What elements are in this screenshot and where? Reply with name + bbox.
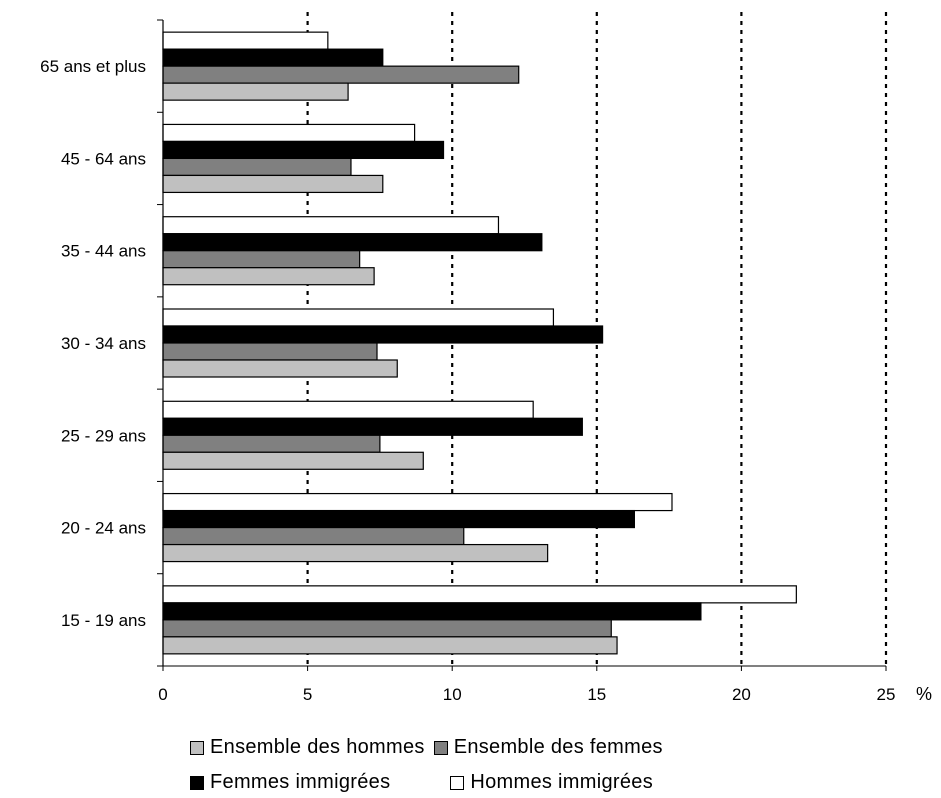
unit-label: % bbox=[916, 684, 932, 704]
legend: Ensemble des hommes Ensemble des femmes … bbox=[0, 728, 941, 798]
legend-item-ensemble-hommes: Ensemble des hommes bbox=[190, 736, 425, 759]
x-tick-label-20: 20 bbox=[732, 685, 751, 704]
category-label-45-64-ans: 45 - 64 ans bbox=[61, 149, 146, 168]
bar-femmes-immigrees-15-19-ans bbox=[162, 602, 702, 621]
legend-label-hommes-immigrees: Hommes immigrées bbox=[470, 771, 653, 793]
bars bbox=[162, 31, 797, 655]
bar-femmes-immigrees-20-24-ans bbox=[162, 509, 635, 529]
legend-label-femmes-immigrees: Femmes immigrées bbox=[210, 771, 391, 793]
legend-swatch-ensemble-hommes bbox=[190, 740, 204, 755]
bar-ensemble-des-hommes-25-29-ans bbox=[162, 451, 424, 470]
bar-hommes-immigrees-15-19-ans bbox=[162, 585, 797, 604]
bar-ensemble-des-hommes-30-34-ans bbox=[162, 359, 398, 378]
bar-ensemble-des-femmes-30-34-ans bbox=[162, 342, 378, 361]
x-tick-label-10: 10 bbox=[443, 685, 462, 704]
bar-ensemble-des-femmes-20-24-ans bbox=[162, 526, 465, 546]
bar-ensemble-des-hommes-20-24-ans bbox=[162, 543, 549, 563]
bar-ensemble-des-hommes-45-64-ans bbox=[162, 174, 384, 194]
bar-femmes-immigrees-25-29-ans bbox=[162, 417, 583, 436]
bar-femmes-immigrees-45-64-ans bbox=[162, 140, 445, 160]
category-label-65-ans-et-plus: 65 ans et plus bbox=[40, 57, 146, 76]
bar-femmes-immigrees-35-44-ans bbox=[162, 233, 543, 252]
x-tick-labels: 0 5 10 15 20 25 bbox=[158, 685, 895, 704]
legend-row-1: Ensemble des hommes Ensemble des femmes bbox=[190, 736, 672, 759]
bar-ensemble-des-hommes-15-19-ans bbox=[162, 636, 618, 655]
bar-ensemble-des-hommes-65-ans-et-plus bbox=[162, 82, 349, 101]
bar-ensemble-des-femmes-15-19-ans bbox=[162, 619, 612, 638]
legend-label-ensemble-femmes: Ensemble des femmes bbox=[453, 736, 663, 758]
bar-hommes-immigrees-35-44-ans bbox=[162, 216, 500, 235]
bar-ensemble-des-femmes-35-44-ans bbox=[162, 250, 361, 269]
bar-chart: 65 ans et plus 45 - 64 ans 35 - 44 ans 30 -… bbox=[40, 12, 932, 704]
legend-item-femmes-immigrees: Femmes immigrées bbox=[190, 771, 390, 794]
bar-ensemble-des-femmes-45-64-ans bbox=[162, 157, 352, 177]
category-label-30-34-ans: 30 - 34 ans bbox=[61, 334, 146, 353]
category-label-20-24-ans: 20 - 24 ans bbox=[61, 519, 146, 538]
x-tick-label-25: 25 bbox=[877, 685, 896, 704]
category-label-35-44-ans: 35 - 44 ans bbox=[61, 242, 146, 261]
legend-row-2: Femmes immigrées Hommes immigrées bbox=[190, 771, 662, 794]
legend-item-hommes-immigrees: Hommes immigrées bbox=[450, 771, 653, 794]
bar-hommes-immigrees-45-64-ans bbox=[162, 123, 416, 143]
axes bbox=[157, 19, 887, 671]
category-label-25-29-ans: 25 - 29 ans bbox=[61, 426, 146, 445]
legend-swatch-femmes-immigrees bbox=[190, 775, 204, 790]
legend-label-ensemble-hommes: Ensemble des hommes bbox=[210, 736, 425, 758]
bar-hommes-immigrees-25-29-ans bbox=[162, 400, 534, 419]
bar-hommes-immigrees-30-34-ans bbox=[162, 308, 555, 327]
legend-swatch-hommes-immigrees bbox=[450, 775, 465, 790]
legend-swatch-ensemble-femmes bbox=[433, 740, 448, 755]
x-tick-label-0: 0 bbox=[158, 685, 167, 704]
bar-hommes-immigrees-65-ans-et-plus bbox=[162, 31, 329, 50]
bar-ensemble-des-femmes-25-29-ans bbox=[162, 434, 381, 453]
category-labels: 65 ans et plus 45 - 64 ans 35 - 44 ans 30 -… bbox=[40, 57, 146, 630]
category-label-15-19-ans: 15 - 19 ans bbox=[61, 611, 146, 630]
bar-ensemble-des-femmes-65-ans-et-plus bbox=[162, 65, 520, 84]
x-tick-label-5: 5 bbox=[303, 685, 312, 704]
bar-ensemble-des-hommes-35-44-ans bbox=[162, 267, 375, 286]
bar-femmes-immigrees-65-ans-et-plus bbox=[162, 48, 384, 67]
bar-femmes-immigrees-30-34-ans bbox=[162, 325, 604, 344]
x-tick-label-15: 15 bbox=[587, 685, 606, 704]
bar-hommes-immigrees-20-24-ans bbox=[162, 492, 673, 512]
legend-item-ensemble-femmes: Ensemble des femmes bbox=[433, 736, 663, 759]
